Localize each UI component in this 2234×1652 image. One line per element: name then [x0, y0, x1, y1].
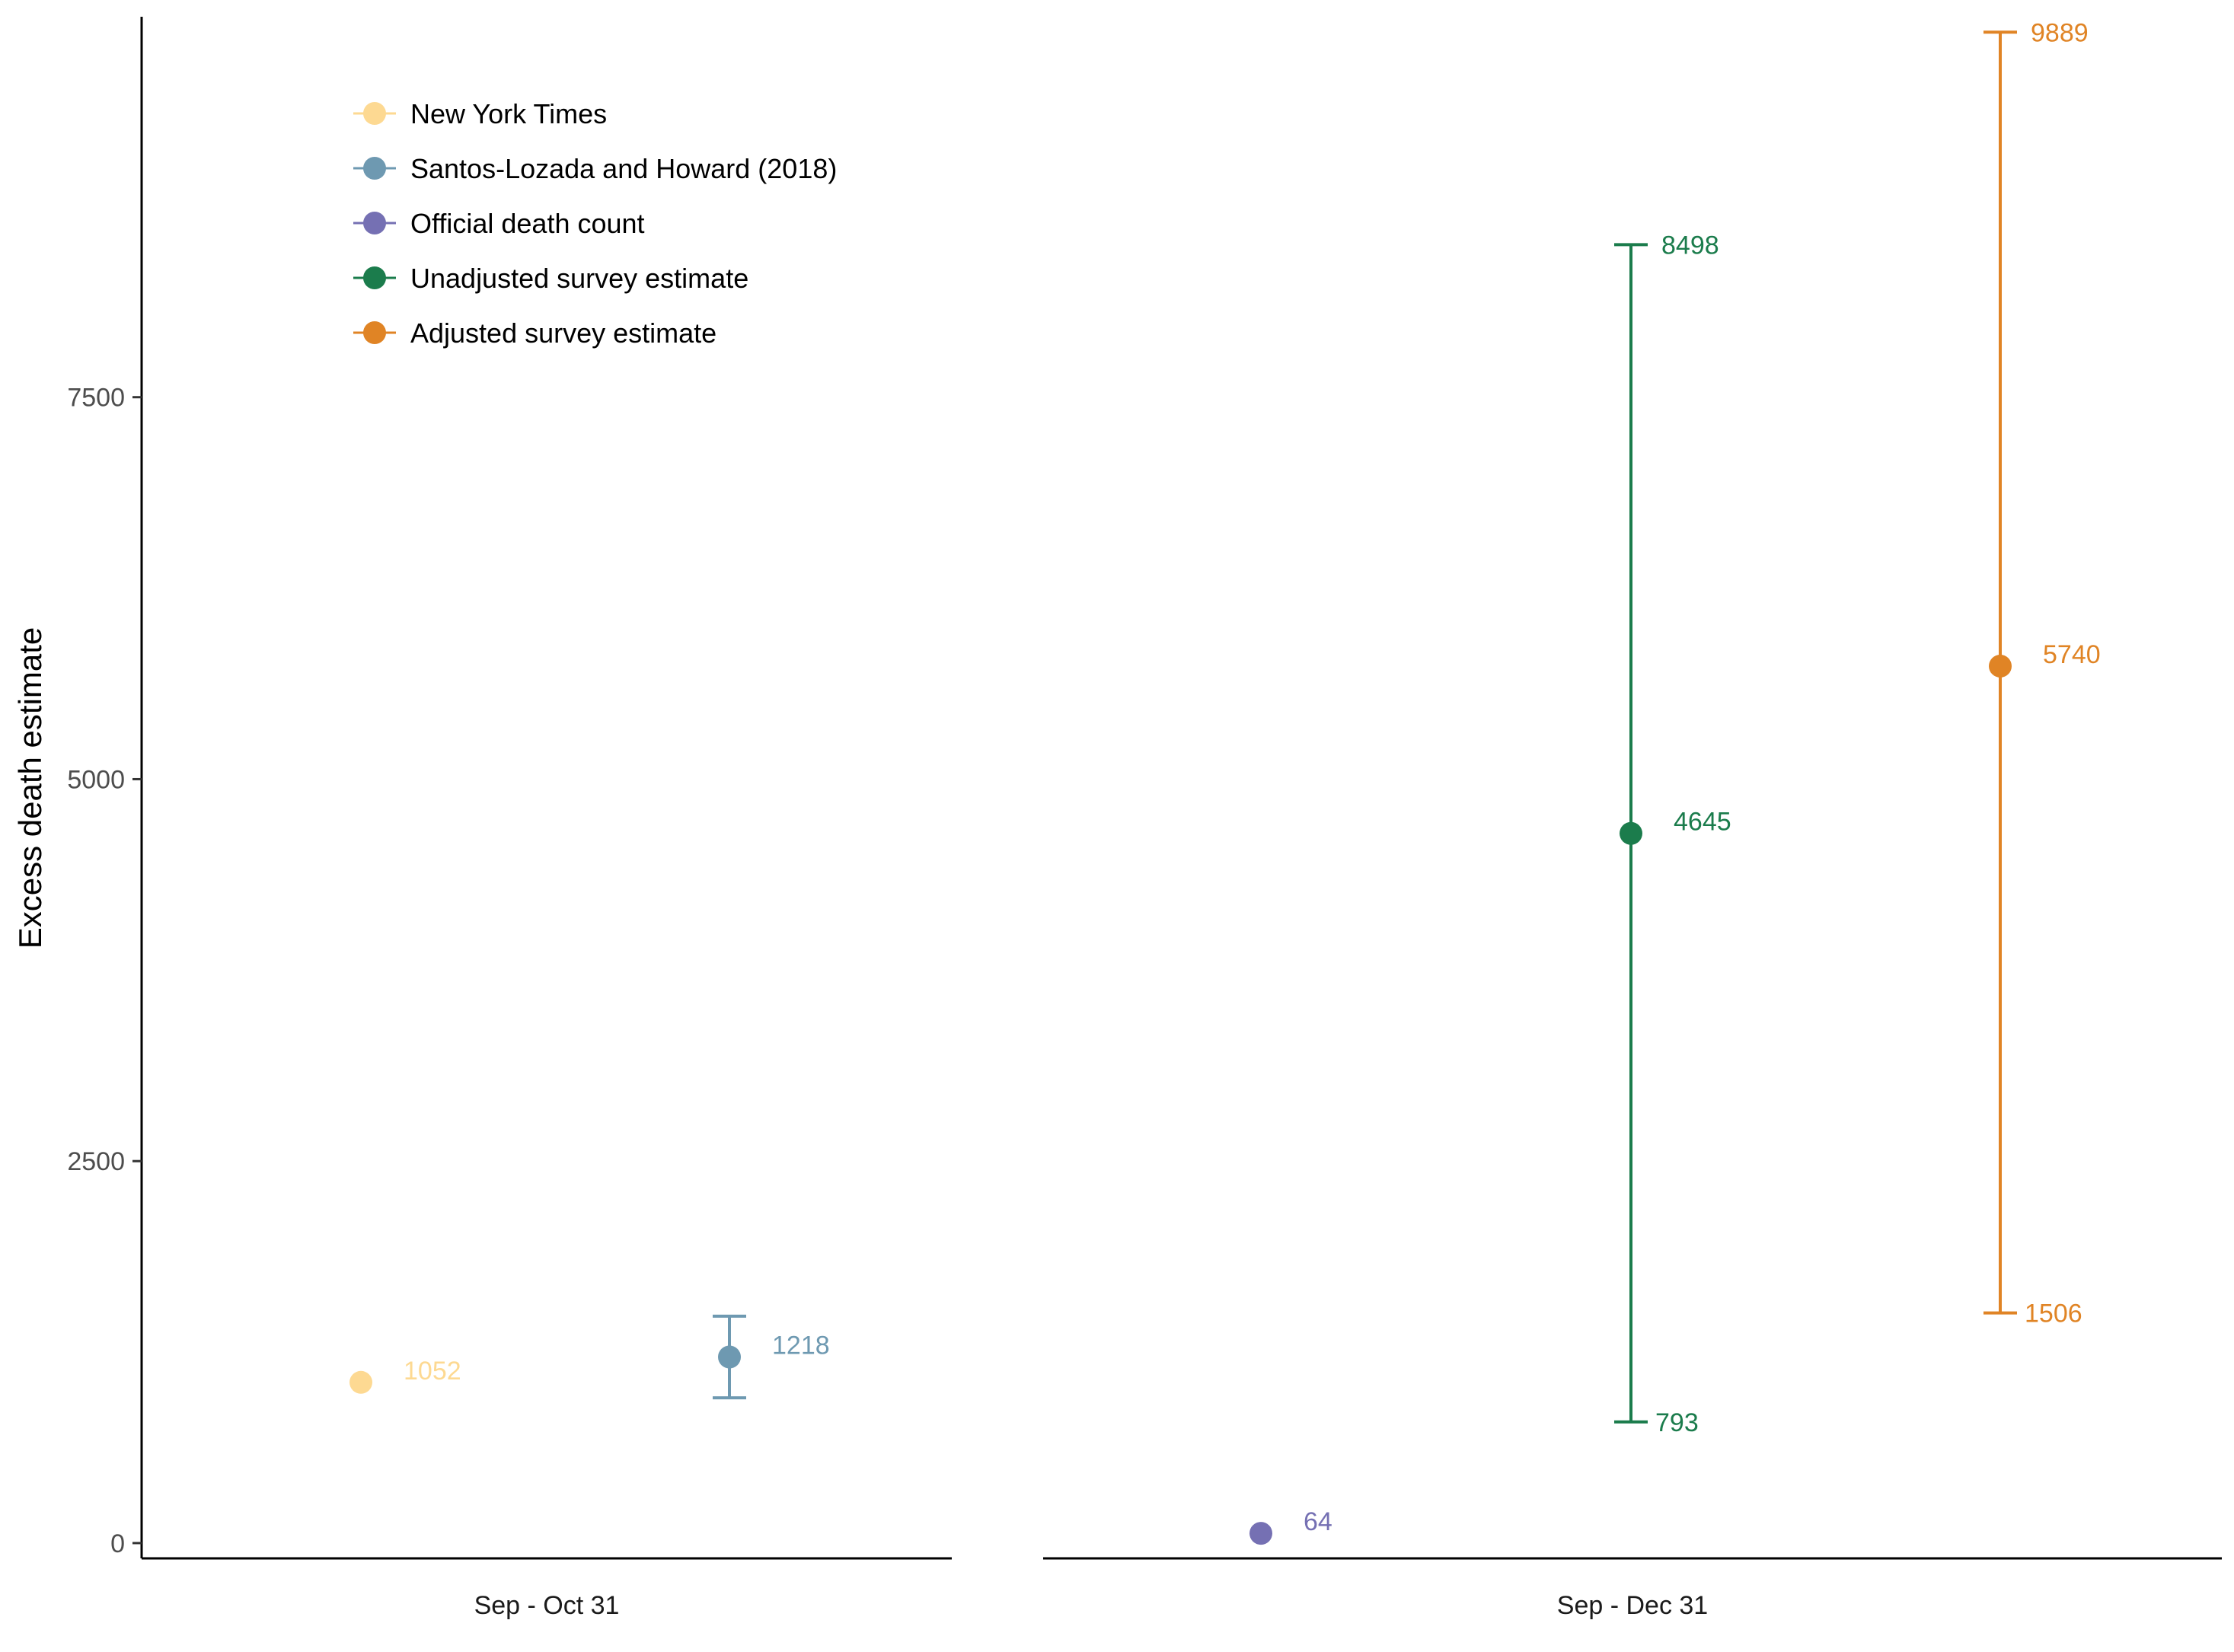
legend-key-point — [363, 321, 386, 344]
value-label: 1052 — [404, 1357, 461, 1386]
x-category-label: Sep - Oct 31 — [474, 1591, 620, 1620]
x-category-label: Sep - Dec 31 — [1557, 1591, 1708, 1620]
data-point — [718, 1345, 741, 1369]
x-labels-layer: Sep - Oct 31 Sep - Dec 31 — [474, 1591, 1709, 1620]
legend-label: Adjusted survey estimate — [410, 317, 716, 349]
legend: New York Times Santos-Lozada and Howard (… — [353, 98, 837, 349]
data-point — [1989, 654, 2012, 678]
legend-item-new-york-times: New York Times — [353, 98, 607, 129]
legend-item-adjusted-survey-estimate: Adjusted survey estimate — [353, 317, 716, 349]
legend-label: New York Times — [410, 98, 607, 129]
legend-label: Official death count — [410, 208, 645, 239]
y-ticks-layer: 0 2500 5000 7500 — [67, 384, 142, 1558]
data-point — [1249, 1522, 1272, 1545]
legend-label: Unadjusted survey estimate — [410, 263, 748, 294]
low-value-label: 1506 — [2025, 1300, 2082, 1328]
axes-layer — [140, 17, 2222, 1560]
legend-label: Santos-Lozada and Howard (2018) — [410, 153, 837, 184]
series-new-york-times: 1052 — [349, 1357, 461, 1394]
legend-item-official-death-count: Official death count — [353, 208, 645, 239]
legend-key-point — [363, 102, 386, 125]
marks-layer: 1052 1218 64 8498 793 4645 9889 1506 5740 — [349, 18, 2101, 1545]
high-value-label: 8498 — [1661, 231, 1719, 260]
low-value-label: 793 — [1655, 1408, 1699, 1437]
y-tick-label: 5000 — [67, 765, 125, 794]
series-unadjusted-survey-estimate: 8498 793 4645 — [1614, 231, 1731, 1437]
legend-item-unadjusted-survey-estimate: Unadjusted survey estimate — [353, 263, 748, 294]
y-tick-label: 0 — [110, 1529, 125, 1558]
legend-item-santos-lozada-and-howard-2018: Santos-Lozada and Howard (2018) — [353, 153, 837, 184]
y-tick-label: 7500 — [67, 384, 125, 413]
data-point — [349, 1370, 372, 1394]
value-label: 4645 — [1674, 808, 1731, 837]
value-label: 64 — [1304, 1507, 1332, 1536]
series-santos-lozada-and-howard-2018: 1218 — [713, 1314, 830, 1400]
high-value-label: 9889 — [2031, 18, 2089, 47]
y-axis-title: Excess death estimate — [12, 627, 48, 949]
legend-key-point — [363, 266, 386, 289]
value-label: 1218 — [772, 1331, 830, 1360]
y-tick-label: 2500 — [67, 1147, 125, 1176]
series-official-death-count: 64 — [1249, 1507, 1332, 1545]
value-label: 5740 — [2043, 640, 2101, 669]
data-point — [1620, 821, 1642, 845]
legend-key-point — [363, 212, 386, 234]
legend-key-point — [363, 157, 386, 180]
series-adjusted-survey-estimate: 9889 1506 5740 — [1983, 18, 2101, 1328]
